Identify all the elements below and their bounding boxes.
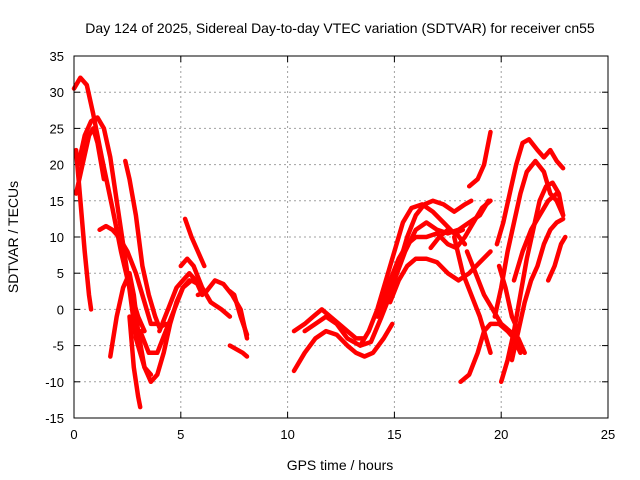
y-tick-label: 10 <box>50 230 64 245</box>
series-arc-10 <box>157 270 205 334</box>
series-arc-11 <box>178 256 233 319</box>
series-arc-6 <box>123 158 169 330</box>
series-arc-27 <box>494 137 566 247</box>
x-tick-label: 0 <box>70 427 77 442</box>
y-tick-label: 5 <box>57 266 64 281</box>
x-tick-label: 20 <box>494 427 508 442</box>
series-arc-14 <box>227 289 250 337</box>
series-arc-24 <box>451 234 493 356</box>
series-arc-5 <box>97 223 160 327</box>
y-tick-label: 35 <box>50 49 64 64</box>
series-arc-4 <box>73 147 94 312</box>
y-axis-title: SDTVAR / TECUs <box>5 181 21 293</box>
y-tick-label: -5 <box>52 339 64 354</box>
series-arc-8 <box>127 314 143 410</box>
series-arc-23 <box>466 129 493 189</box>
axis-ticks: 0 5 10 15 20 25 -15 -10 -5 0 5 10 15 20 25 30 35 <box>45 49 615 442</box>
series-arc-20 <box>375 198 493 319</box>
series-arc-31 <box>545 234 568 283</box>
x-tick-label: 25 <box>601 427 615 442</box>
series-arc-33 <box>428 227 468 251</box>
series-arc-12 <box>182 216 207 269</box>
x-tick-label: 10 <box>280 427 294 442</box>
series-arc-34 <box>511 191 559 283</box>
grid-lines <box>74 56 608 418</box>
series-arc-16 <box>291 307 365 341</box>
x-tick-label: 5 <box>177 427 184 442</box>
y-tick-label: 30 <box>50 85 64 100</box>
x-tick-label: 15 <box>387 427 401 442</box>
plot-frame <box>73 55 609 419</box>
series-arc-19 <box>357 202 466 348</box>
series-arc-15 <box>227 343 250 359</box>
y-tick-label: 25 <box>50 121 64 136</box>
y-tick-label: 15 <box>50 194 64 209</box>
series-arc-9 <box>137 278 201 356</box>
series-arc-3 <box>73 126 107 196</box>
data-series <box>71 75 568 410</box>
series-arc-32 <box>496 263 521 334</box>
series-arc-2 <box>76 115 154 377</box>
y-tick-label: 20 <box>50 158 64 173</box>
chart-title: Day 124 of 2025, Sidereal Day-to-day VTE… <box>85 20 595 36</box>
x-axis-title: GPS time / hours <box>287 457 394 473</box>
y-tick-label: 0 <box>57 302 64 317</box>
y-tick-label: -10 <box>45 375 64 390</box>
series-arc-30 <box>509 216 566 363</box>
y-tick-label: -15 <box>45 411 64 426</box>
series-arc-17 <box>291 321 395 374</box>
